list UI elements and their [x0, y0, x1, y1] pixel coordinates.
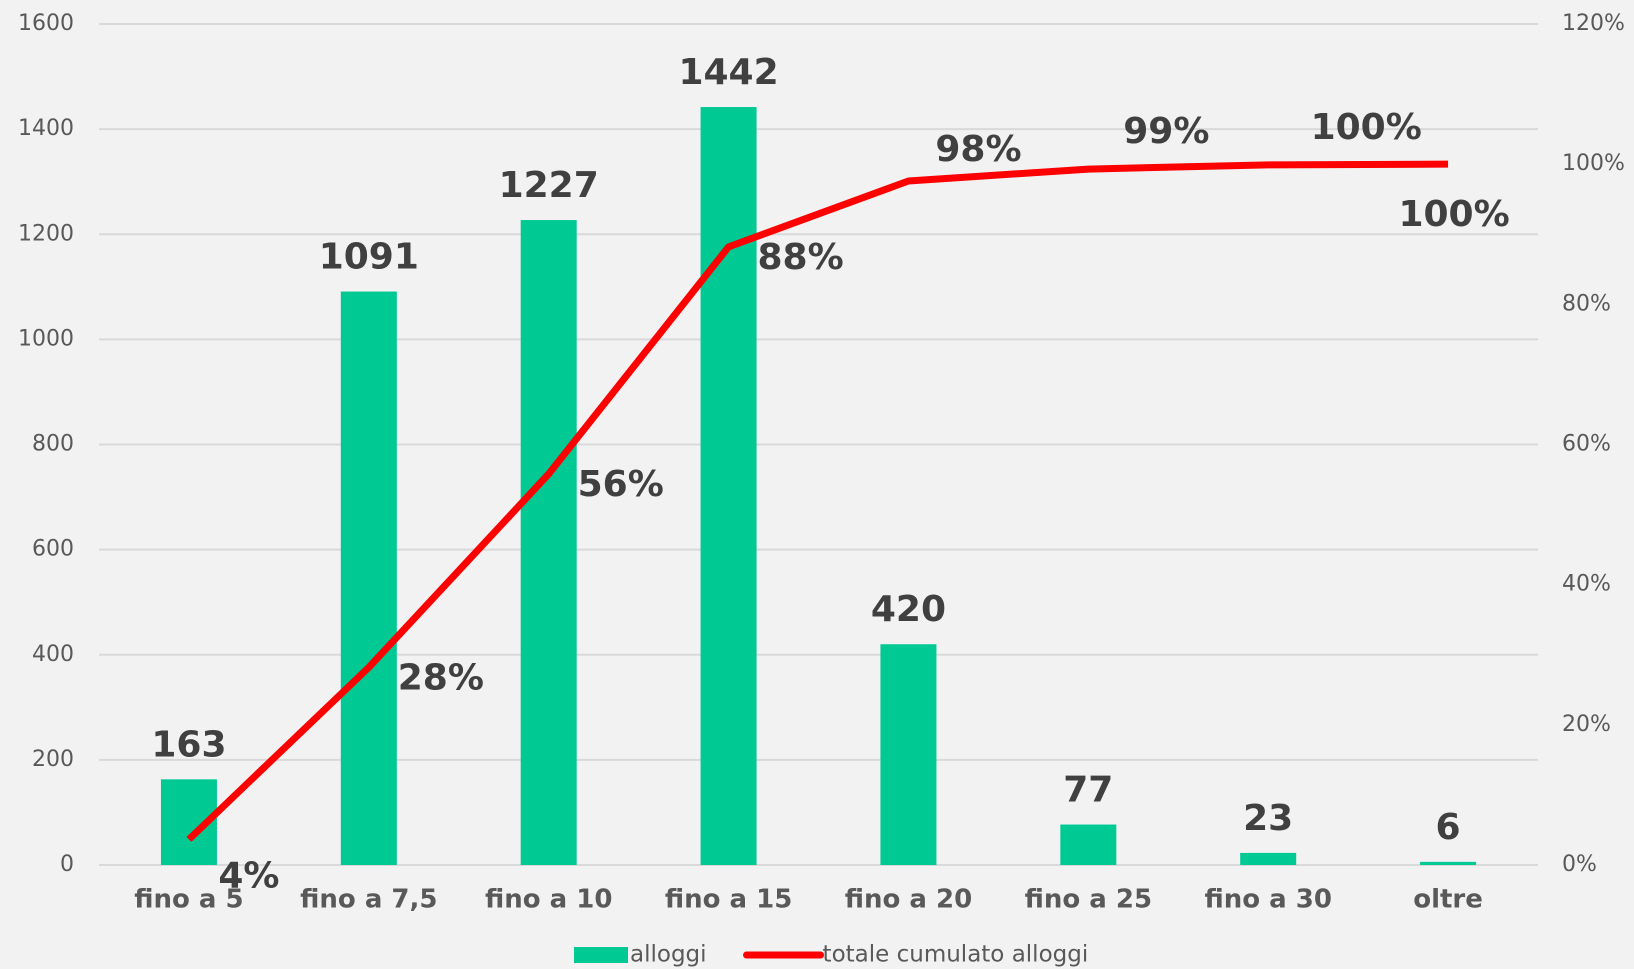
y2-tick-label: 20% — [1562, 712, 1611, 737]
legend-label: alloggi — [630, 942, 707, 968]
data-label: 1442 — [678, 52, 778, 93]
x-tick-label: fino a 20 — [845, 885, 972, 915]
x-tick-label: fino a 15 — [665, 885, 792, 915]
bar — [880, 644, 937, 865]
y-tick-label: 1200 — [18, 221, 74, 246]
y-tick-label: 600 — [32, 537, 74, 562]
line — [186, 160, 1449, 842]
y-tick-label: 0 — [60, 852, 74, 877]
y-tick-label: 1000 — [18, 326, 74, 351]
line-data-label: 100% — [1398, 194, 1509, 235]
y2-tick-label: 40% — [1562, 572, 1611, 597]
data-label: 23 — [1243, 798, 1293, 839]
bar — [1420, 861, 1477, 865]
x-tick-label: oltre — [1413, 885, 1483, 915]
data-label: 77 — [1063, 770, 1113, 811]
line-data-label: 100% — [1311, 107, 1422, 148]
legend-label: totale cumulato alloggi — [823, 942, 1089, 968]
y2-tick-label: 100% — [1562, 151, 1625, 176]
x-tick-label: fino a 25 — [1025, 885, 1152, 915]
y-tick-label: 200 — [32, 747, 74, 772]
line-data-label: 4% — [218, 855, 279, 896]
data-label: 1227 — [499, 165, 599, 206]
data-label: 6 — [1436, 807, 1461, 848]
y2-tick-label: 120% — [1562, 11, 1625, 36]
bar — [340, 291, 397, 866]
y-tick-label: 400 — [32, 642, 74, 667]
y2-tick-label: 80% — [1562, 291, 1611, 316]
bar — [1060, 824, 1117, 865]
y-tick-label: 1600 — [18, 11, 74, 36]
y2-tick-label: 0% — [1562, 852, 1597, 877]
bar — [1240, 852, 1297, 865]
data-label: 420 — [871, 589, 946, 630]
data-label: 1091 — [319, 237, 419, 278]
line-data-label: 56% — [578, 464, 664, 505]
x-tick-label: fino a 10 — [485, 885, 612, 915]
line-data-label: 88% — [757, 237, 843, 278]
x-tick-label: fino a 5 — [134, 885, 243, 915]
x-tick-label: fino a 7,5 — [300, 885, 437, 915]
y-tick-label: 800 — [32, 432, 74, 457]
line-data-label: 98% — [935, 129, 1021, 170]
x-tick-label: fino a 30 — [1204, 885, 1331, 915]
legend-swatch — [574, 947, 628, 963]
y2-tick-label: 60% — [1562, 432, 1611, 457]
line-data-label: 99% — [1123, 111, 1209, 152]
data-label: 163 — [151, 724, 226, 765]
bar — [520, 220, 577, 866]
y-tick-label: 1400 — [18, 116, 74, 141]
bar — [700, 107, 757, 865]
line-data-label: 28% — [398, 657, 484, 698]
